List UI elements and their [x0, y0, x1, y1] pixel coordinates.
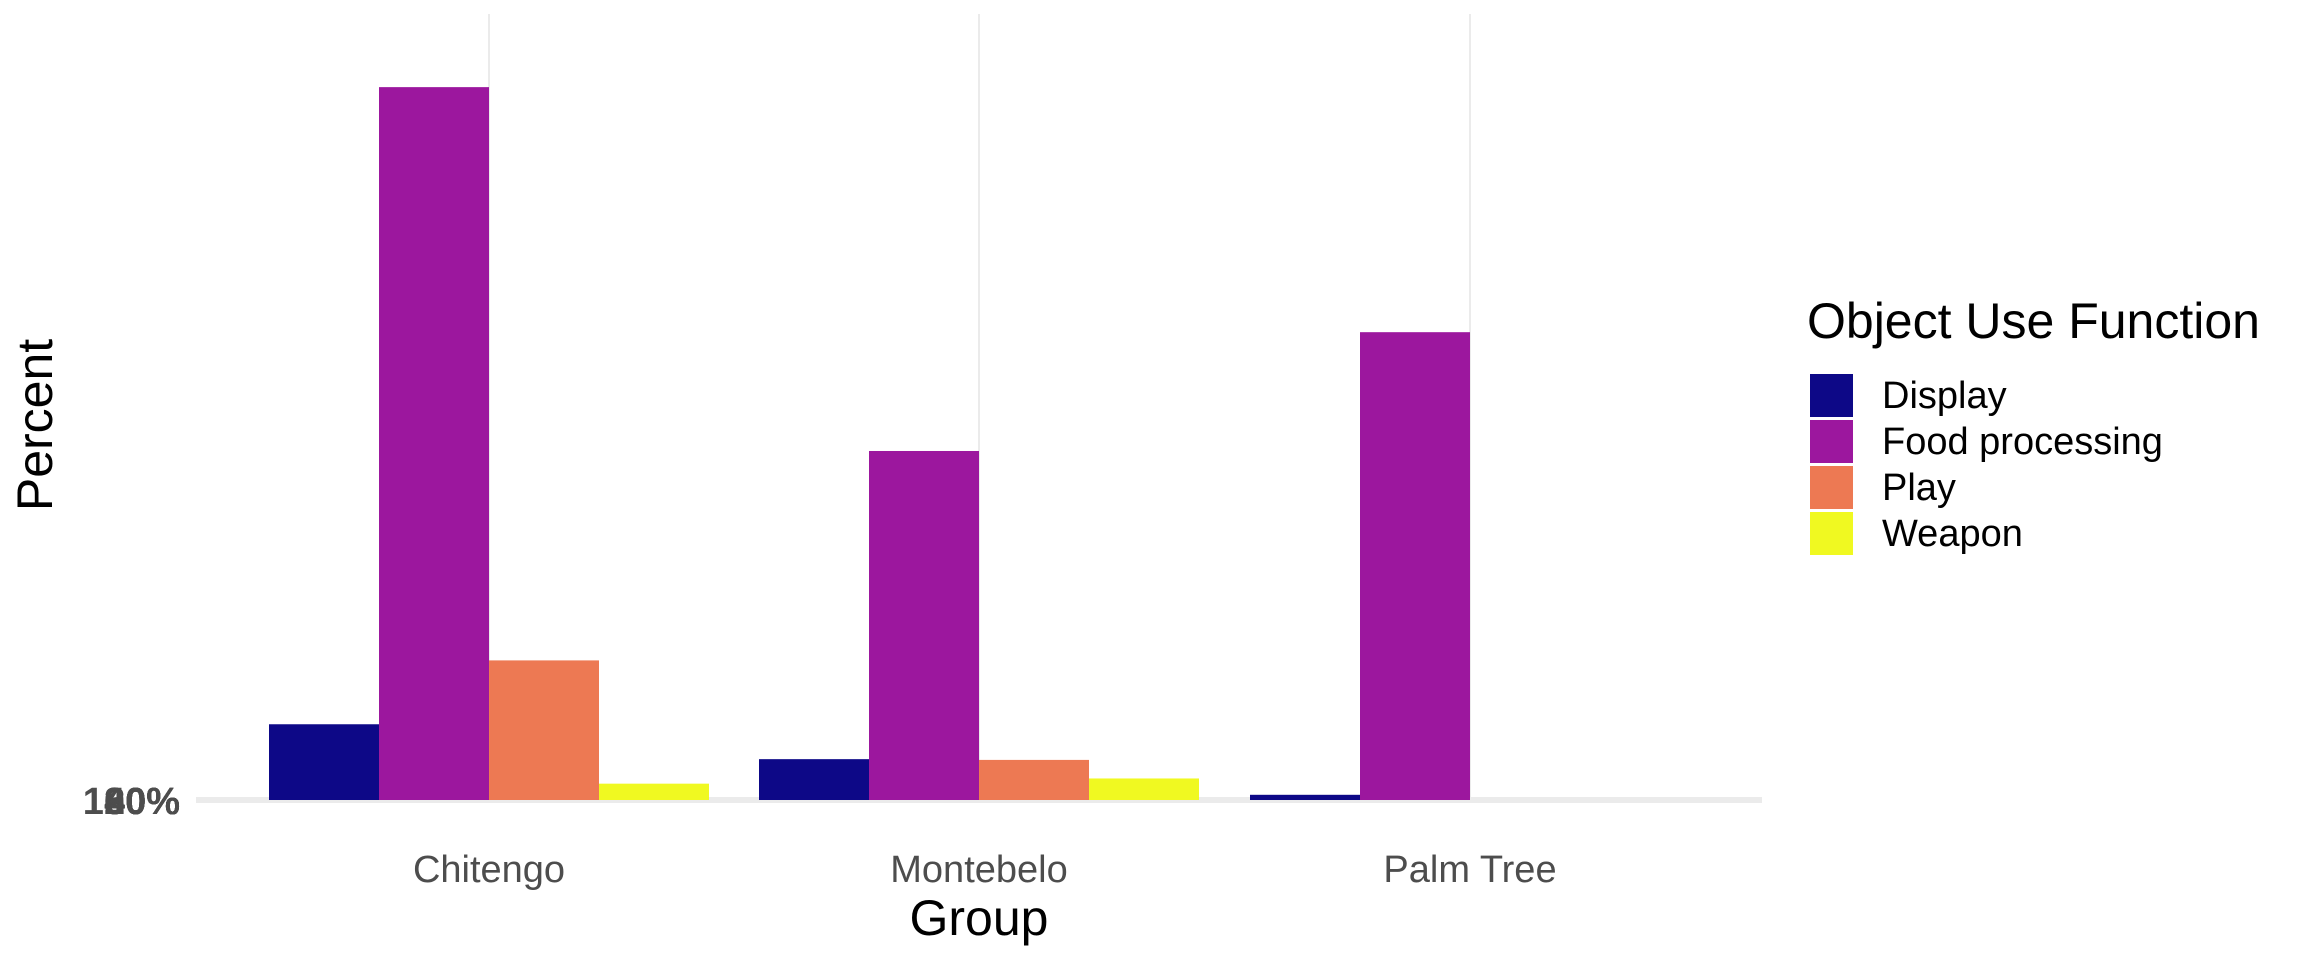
- legend-swatch-play: [1810, 466, 1853, 509]
- y-tick-label: 0%: [125, 781, 180, 823]
- bar-food-processing-chitengo: [379, 87, 489, 800]
- bar-weapon-chitengo: [599, 783, 709, 800]
- legend-swatch-food-processing: [1810, 420, 1853, 463]
- y-axis-title: Percent: [7, 339, 63, 511]
- y-tick-label: 100%: [83, 781, 180, 823]
- y-tick-label: 80%: [104, 781, 180, 823]
- legend-title: Object Use Function: [1807, 293, 2260, 349]
- bar-weapon-montebelo: [1089, 778, 1199, 800]
- legend-label: Display: [1882, 375, 2007, 417]
- x-tick-label: Chitengo: [413, 849, 565, 891]
- y-tick-label: 40%: [104, 781, 180, 823]
- legend-label: Play: [1882, 467, 1956, 509]
- legend-label: Weapon: [1882, 513, 2023, 555]
- bars: [269, 87, 1470, 800]
- bar-display-palm-tree: [1250, 794, 1360, 800]
- y-tick-labels: 0%20%40%60%80%100%: [83, 781, 180, 823]
- bar-food-processing-palm-tree: [1360, 332, 1470, 800]
- legend-swatch-display: [1810, 374, 1853, 417]
- bar-food-processing-montebelo: [869, 450, 979, 800]
- y-tick-label: 20%: [104, 781, 180, 823]
- bar-display-chitengo: [269, 724, 379, 800]
- x-tick-labels: Chitengo Montebelo Palm Tree: [413, 849, 1557, 891]
- bar-play-montebelo: [979, 759, 1089, 800]
- y-tick-label: 60%: [104, 781, 180, 823]
- x-tick-label: Montebelo: [890, 849, 1067, 891]
- legend-swatch-weapon: [1810, 512, 1853, 555]
- x-axis-title: Group: [910, 890, 1049, 946]
- bar-display-montebelo: [759, 759, 869, 800]
- legend-label: Food processing: [1882, 421, 2163, 463]
- x-tick-label: Palm Tree: [1383, 849, 1556, 891]
- bar-play-chitengo: [489, 660, 599, 800]
